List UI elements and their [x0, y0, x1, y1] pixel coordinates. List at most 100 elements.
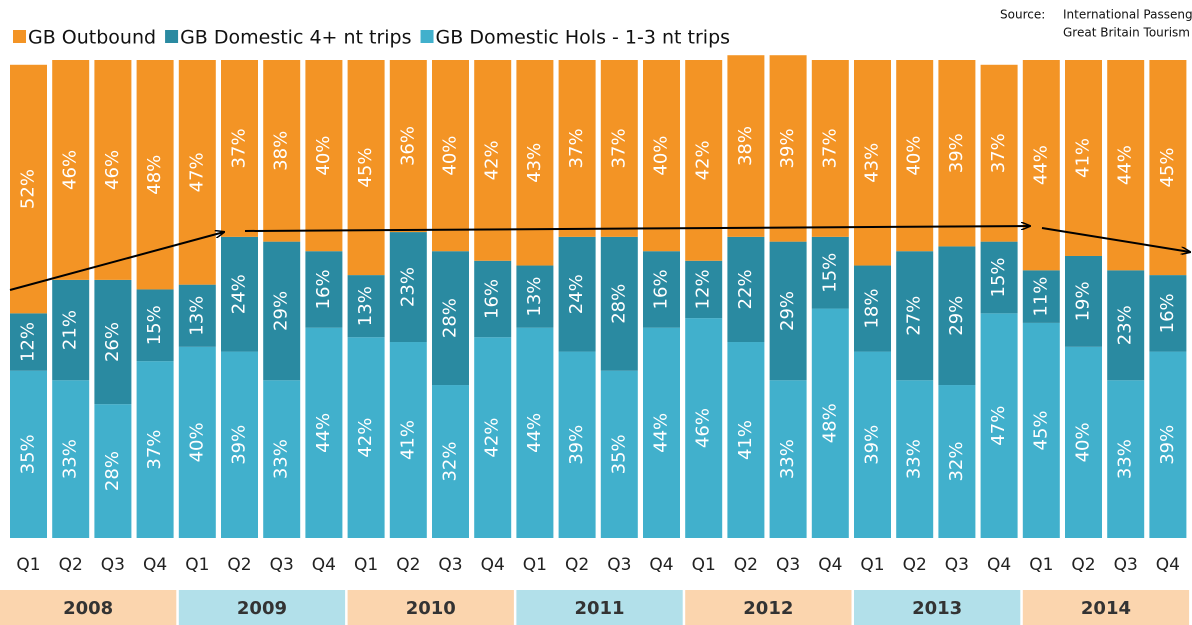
- data-label: 41%: [1073, 138, 1094, 178]
- bar-segment: [727, 55, 765, 237]
- x-tick-label: Q4: [1156, 555, 1180, 575]
- bar-segment: [1149, 275, 1187, 352]
- data-label: 43%: [524, 143, 545, 183]
- data-label: 32%: [946, 442, 967, 482]
- x-tick-label: Q1: [354, 555, 378, 575]
- data-label: 38%: [271, 131, 292, 171]
- bar-segment: [178, 284, 216, 347]
- x-tick-label: Q4: [481, 555, 505, 575]
- x-tick-label: Q3: [270, 555, 294, 575]
- data-label: 33%: [271, 439, 292, 479]
- bar-segment: [558, 236, 596, 352]
- x-tick-label: Q1: [185, 555, 209, 575]
- bar-segment: [643, 327, 680, 538]
- data-label: 40%: [186, 422, 207, 462]
- bar-segment: [389, 60, 427, 233]
- bar-segment: [1065, 346, 1102, 538]
- bar-segment: [516, 60, 554, 266]
- data-label: 44%: [651, 413, 672, 453]
- arrow: [9, 232, 224, 291]
- bar-segment: [10, 370, 47, 538]
- data-label: 22%: [735, 269, 756, 309]
- bar-segment: [600, 236, 638, 371]
- data-label: 44%: [1115, 145, 1136, 185]
- data-label: 52%: [18, 169, 39, 209]
- bar-segment: [980, 313, 1018, 538]
- year-label: 2010: [406, 598, 456, 619]
- data-label: 38%: [735, 126, 756, 166]
- data-label: 42%: [482, 140, 503, 180]
- bar-segment: [52, 380, 90, 538]
- data-label: 33%: [1115, 439, 1136, 479]
- bar-segment: [685, 260, 723, 319]
- bar-segment: [643, 60, 680, 252]
- data-label: 35%: [18, 434, 39, 474]
- bar-segment: [347, 275, 385, 338]
- bar-segment: [811, 60, 849, 237]
- x-tick-label: Q2: [1071, 555, 1095, 575]
- data-label: 24%: [229, 274, 250, 314]
- bar-segment: [305, 251, 343, 328]
- data-label: 42%: [482, 418, 503, 458]
- x-tick-label: Q4: [143, 555, 167, 575]
- x-tick-label: Q1: [16, 555, 40, 575]
- arrow: [244, 226, 1030, 232]
- bar-segment: [136, 361, 174, 538]
- bar-segment: [432, 251, 469, 386]
- data-label: 48%: [144, 155, 165, 195]
- x-tick-label: Q3: [438, 555, 462, 575]
- bar-segment: [516, 327, 554, 538]
- data-label: 16%: [482, 279, 503, 319]
- data-label: 48%: [819, 403, 840, 443]
- data-label: 29%: [777, 291, 798, 331]
- bar-segment: [474, 337, 512, 538]
- data-label: 46%: [693, 408, 714, 448]
- bar-segment: [600, 370, 638, 538]
- data-label: 16%: [1157, 293, 1178, 333]
- year-band: [178, 590, 346, 625]
- data-label: 37%: [144, 430, 165, 470]
- bar-segment: [769, 241, 807, 381]
- year-band: [1022, 590, 1190, 625]
- data-label: 40%: [1073, 422, 1094, 462]
- x-tick-label: Q2: [396, 555, 420, 575]
- bar-segment: [769, 55, 807, 242]
- data-label: 39%: [946, 133, 967, 173]
- legend-swatch: [165, 30, 179, 43]
- legend-label: GB Domestic Hols - 1-3 nt trips: [436, 27, 731, 49]
- data-label: 47%: [988, 406, 1009, 446]
- data-label: 33%: [60, 439, 81, 479]
- data-label: 39%: [566, 425, 587, 465]
- bar-segment: [1107, 60, 1145, 271]
- bar-segment: [1065, 60, 1102, 256]
- data-label: 39%: [862, 425, 883, 465]
- trend-arrows: [9, 226, 1190, 291]
- bar-segment: [221, 60, 258, 237]
- data-label: 21%: [60, 310, 81, 350]
- bar-segment: [1107, 380, 1145, 538]
- bar-segment: [854, 60, 891, 266]
- data-label: 29%: [946, 296, 967, 336]
- data-label: 39%: [777, 128, 798, 168]
- data-label: 29%: [271, 291, 292, 331]
- bar-segment: [263, 60, 301, 242]
- x-tick-label: Q2: [734, 555, 758, 575]
- legend-swatch: [13, 30, 26, 43]
- data-label: 41%: [735, 420, 756, 460]
- bar-segment: [1022, 60, 1060, 271]
- bar-segment: [94, 404, 132, 538]
- year-label: 2013: [912, 598, 962, 619]
- data-label: 45%: [355, 148, 376, 188]
- legend-label: GB Domestic 4+ nt trips: [180, 27, 411, 49]
- year-label: 2009: [237, 598, 287, 619]
- bar-segment: [1149, 351, 1187, 538]
- bar-segment: [600, 60, 638, 237]
- x-tick-label: Q2: [903, 555, 927, 575]
- year-band: [854, 590, 1021, 625]
- bar-segment: [980, 241, 1018, 314]
- bar-segment: [52, 279, 90, 381]
- bar-segment: [558, 351, 596, 538]
- data-label: 24%: [566, 274, 587, 314]
- bar-segment: [769, 380, 807, 538]
